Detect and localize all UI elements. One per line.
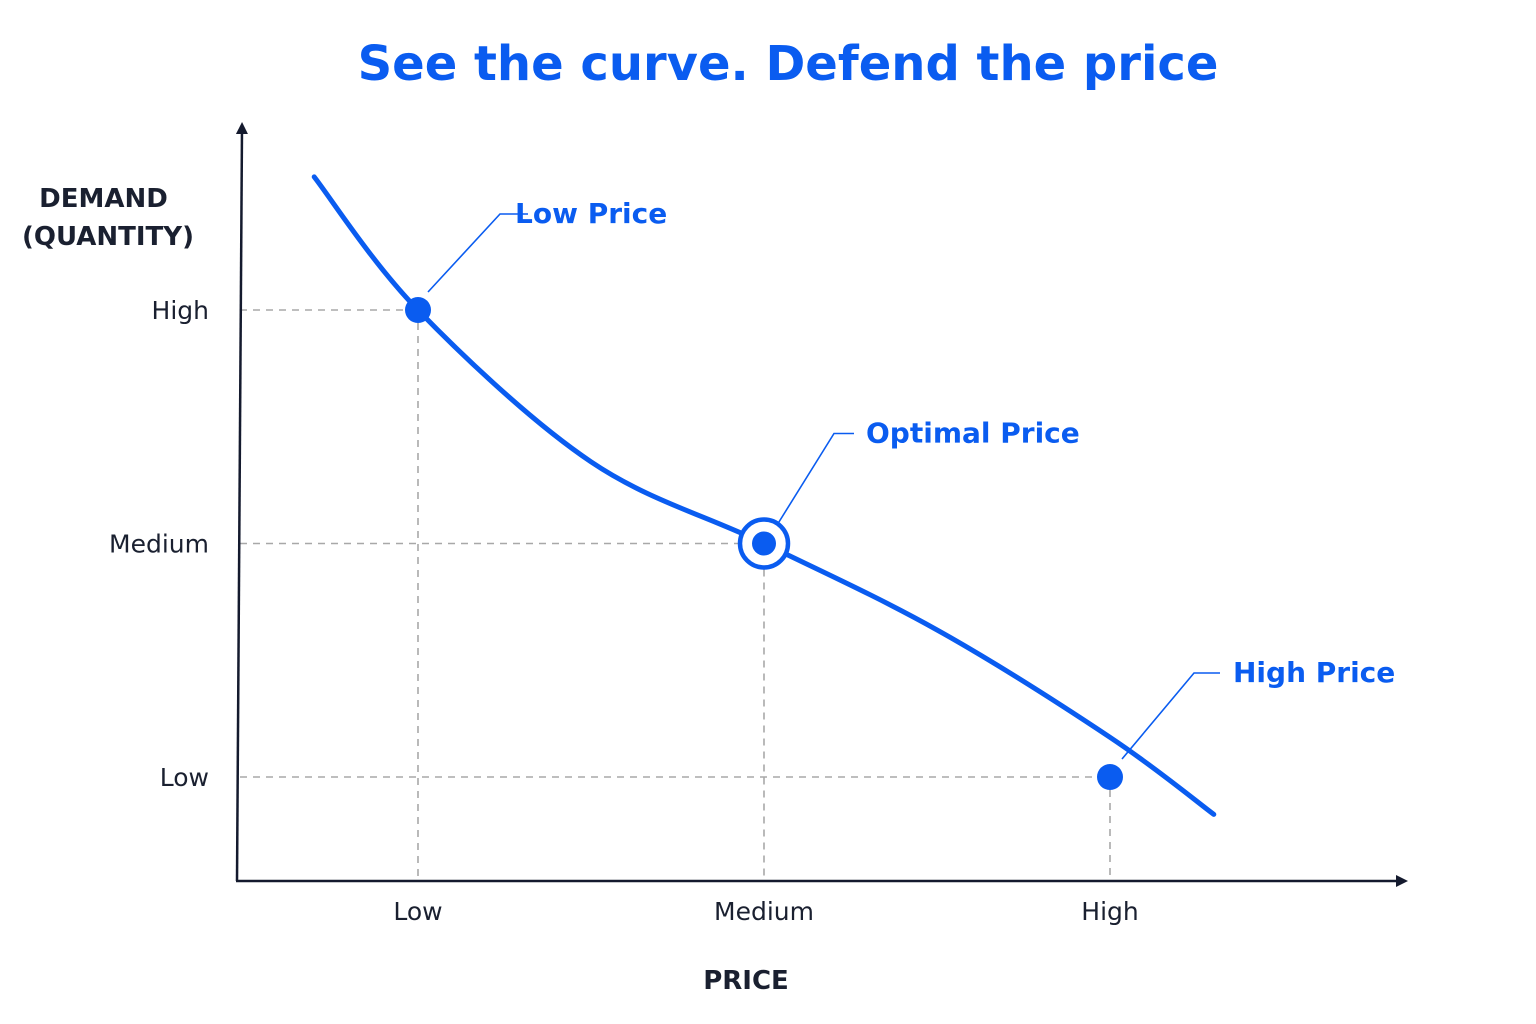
y-axis (235, 122, 248, 882)
y-tick-label-1: Medium (109, 530, 209, 559)
x-tick-label-2: High (1081, 897, 1138, 926)
y-tick-label-0: Low (160, 763, 209, 792)
x-axis-title: PRICE (703, 966, 789, 996)
data-points (405, 297, 1123, 790)
leader-line-2 (1121, 672, 1220, 760)
x-tick-label-1: Medium (714, 897, 814, 926)
x-tick-labels: Low Medium High (393, 897, 1138, 926)
leader-line-1 (777, 432, 854, 524)
point-label-1: Optimal Price (866, 417, 1080, 450)
y-axis-title-line-1: DEMAND (39, 184, 168, 214)
point-annotations: Low Price Optimal Price High Price (427, 197, 1395, 760)
y-tick-labels: Low Medium High (109, 296, 209, 792)
y-axis-title: DEMAND (QUANTITY) (22, 184, 194, 252)
point-marker-1 (752, 531, 776, 556)
leader-line-0 (427, 213, 528, 293)
y-tick-label-2: High (152, 296, 209, 325)
point-marker-2 (1097, 764, 1123, 790)
point-label-0: Low Price (515, 197, 667, 230)
point-label-2: High Price (1233, 656, 1395, 689)
x-tick-label-0: Low (393, 897, 442, 926)
y-axis-title-line-2: (QUANTITY) (22, 222, 194, 252)
chart-title: See the curve. Defend the price (358, 36, 1219, 92)
point-marker-0 (405, 297, 431, 323)
guide-lines (240, 309, 1111, 881)
